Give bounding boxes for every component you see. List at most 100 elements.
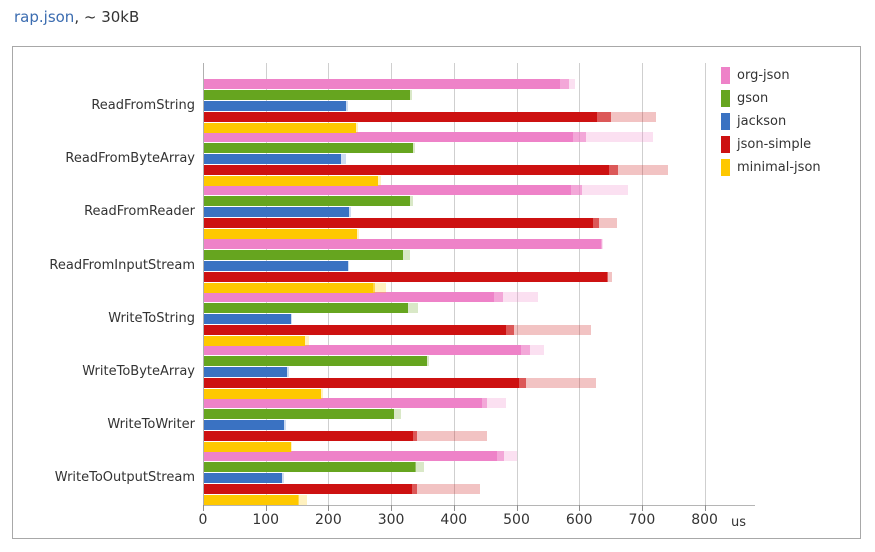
x-tick-label: 0 — [198, 512, 208, 528]
legend-label: org-json — [737, 68, 790, 83]
bar-json-simple-shade2 — [617, 165, 668, 176]
axis-tick — [265, 505, 267, 511]
bar-json-simple-shade2 — [610, 112, 657, 122]
legend-swatch-gson — [721, 90, 730, 107]
legend-label: minimal-json — [737, 160, 821, 175]
bar-json-simple — [204, 112, 598, 122]
bar-jackson-shade2 — [341, 154, 347, 165]
bar-gson-shade2 — [426, 356, 430, 366]
title-suffix: , ~ 30kB — [74, 8, 140, 26]
bar-json-simple-shade2 — [599, 218, 617, 229]
bar-org-json — [204, 79, 561, 89]
bar-org-json-shade2 — [503, 291, 538, 302]
legend-swatch-minimal-json — [721, 159, 730, 176]
bar-gson-shade2 — [403, 249, 410, 260]
bar-jackson — [204, 101, 347, 111]
axis-tick — [203, 505, 204, 511]
axis-tick — [641, 505, 643, 511]
category-label: WriteToWriter — [107, 417, 195, 433]
axis-tick — [453, 505, 455, 511]
bar-json-simple — [204, 271, 607, 282]
gridline — [704, 63, 706, 505]
bar-json-simple-shade1 — [518, 378, 527, 388]
x-tick-label: 700 — [628, 512, 656, 528]
bar-gson — [204, 302, 408, 313]
bar-jackson — [204, 154, 342, 165]
x-tick-label: 100 — [252, 512, 280, 528]
bar-json-simple-shade1 — [412, 431, 418, 442]
bar-minimal-json — [204, 176, 378, 187]
bar-json-simple-shade1 — [597, 112, 611, 122]
bar-jackson — [204, 313, 292, 324]
x-axis-line — [203, 505, 755, 506]
unit-label: us — [731, 515, 747, 530]
bar-org-json-shade2 — [585, 132, 653, 143]
legend-label: gson — [737, 91, 769, 106]
bar-json-simple — [204, 378, 519, 388]
category-label: WriteToString — [108, 310, 195, 326]
file-link[interactable]: rap.json — [14, 8, 75, 26]
bar-org-json — [204, 451, 498, 462]
bar-jackson-shade2 — [346, 101, 349, 111]
bar-gson-shade2 — [409, 196, 413, 207]
bar-json-simple-shade1 — [609, 165, 618, 176]
bar-minimal-json — [204, 442, 291, 453]
bar-jackson-shade2 — [284, 420, 287, 431]
bar-org-json — [204, 238, 601, 249]
bar-jackson — [204, 260, 348, 271]
bar-minimal-json-shade2 — [304, 335, 309, 346]
bar-org-json-shade2 — [503, 451, 517, 462]
axis-tick — [516, 505, 518, 511]
bar-org-json-shade1 — [600, 238, 602, 249]
legend-item-jackson: jackson — [721, 110, 821, 133]
legend-swatch-jackson — [721, 113, 730, 130]
bar-jackson-shade2 — [291, 313, 293, 324]
bar-org-json-shade1 — [481, 398, 488, 409]
legend-swatch-org-json — [721, 67, 730, 84]
bar-minimal-json — [204, 282, 374, 293]
category-label: WriteToByteArray — [82, 364, 195, 379]
bar-json-simple-shade1 — [593, 218, 599, 229]
bar-gson — [204, 462, 415, 473]
category-label: WriteToOutputStream — [54, 470, 195, 486]
bar-minimal-json — [204, 335, 305, 346]
bar-org-json-shade2 — [530, 345, 544, 355]
gridline — [579, 63, 581, 505]
gridline — [391, 63, 393, 505]
bar-minimal-json-shade1 — [373, 282, 375, 293]
bar-jackson-shade2 — [347, 260, 350, 271]
bar-gson — [204, 143, 413, 154]
x-tick-label: 200 — [315, 512, 342, 528]
bar-org-json-shade1 — [521, 345, 531, 355]
y-axis-line — [203, 63, 204, 505]
bar-jackson-shade2 — [286, 367, 289, 377]
bar-org-json-shade1 — [570, 185, 583, 196]
legend-label: jackson — [737, 114, 787, 129]
gridline — [641, 63, 643, 505]
x-tick-label: 500 — [503, 512, 530, 528]
bar-minimal-json-shade1 — [298, 495, 300, 506]
axis-tick — [579, 505, 581, 511]
bar-gson-shade2 — [415, 462, 425, 473]
gridline — [516, 63, 518, 505]
bar-json-simple-shade1 — [412, 484, 418, 495]
bar-json-simple-shade2 — [417, 431, 487, 442]
bar-org-json — [204, 291, 495, 302]
bar-minimal-json — [204, 229, 357, 240]
legend-item-json-simple: json-simple — [721, 133, 821, 156]
bar-gson-shade2 — [409, 90, 413, 100]
x-tick-label: 300 — [377, 512, 405, 528]
bar-org-json-shade2 — [568, 79, 576, 89]
category-label: ReadFromReader — [84, 204, 195, 220]
bar-gson-shade2 — [393, 409, 401, 420]
legend: org-json gson jackson json-simple minimal-js… — [721, 64, 821, 179]
axis-tick — [328, 505, 330, 511]
bar-gson-shade2 — [407, 302, 419, 313]
bar-gson — [204, 409, 394, 420]
bar-jackson — [204, 207, 350, 218]
bar-minimal-json-shade2 — [374, 282, 386, 293]
axis-tick — [391, 505, 393, 511]
bar-minimal-json-shade2 — [356, 229, 360, 240]
bar-jackson — [204, 420, 285, 431]
bar-json-simple-shade2 — [608, 271, 612, 282]
